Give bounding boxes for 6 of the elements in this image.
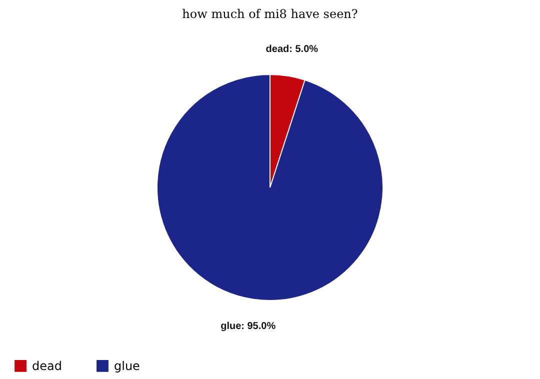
data-label: glue: 95.0% bbox=[220, 320, 276, 332]
chart-title: how much of mi8 have seen? bbox=[182, 7, 358, 21]
data-label: dead: 5.0% bbox=[266, 44, 318, 56]
pie-slice bbox=[156, 74, 384, 301]
legend-label: glue bbox=[114, 358, 140, 373]
legend-label: dead bbox=[32, 358, 62, 373]
